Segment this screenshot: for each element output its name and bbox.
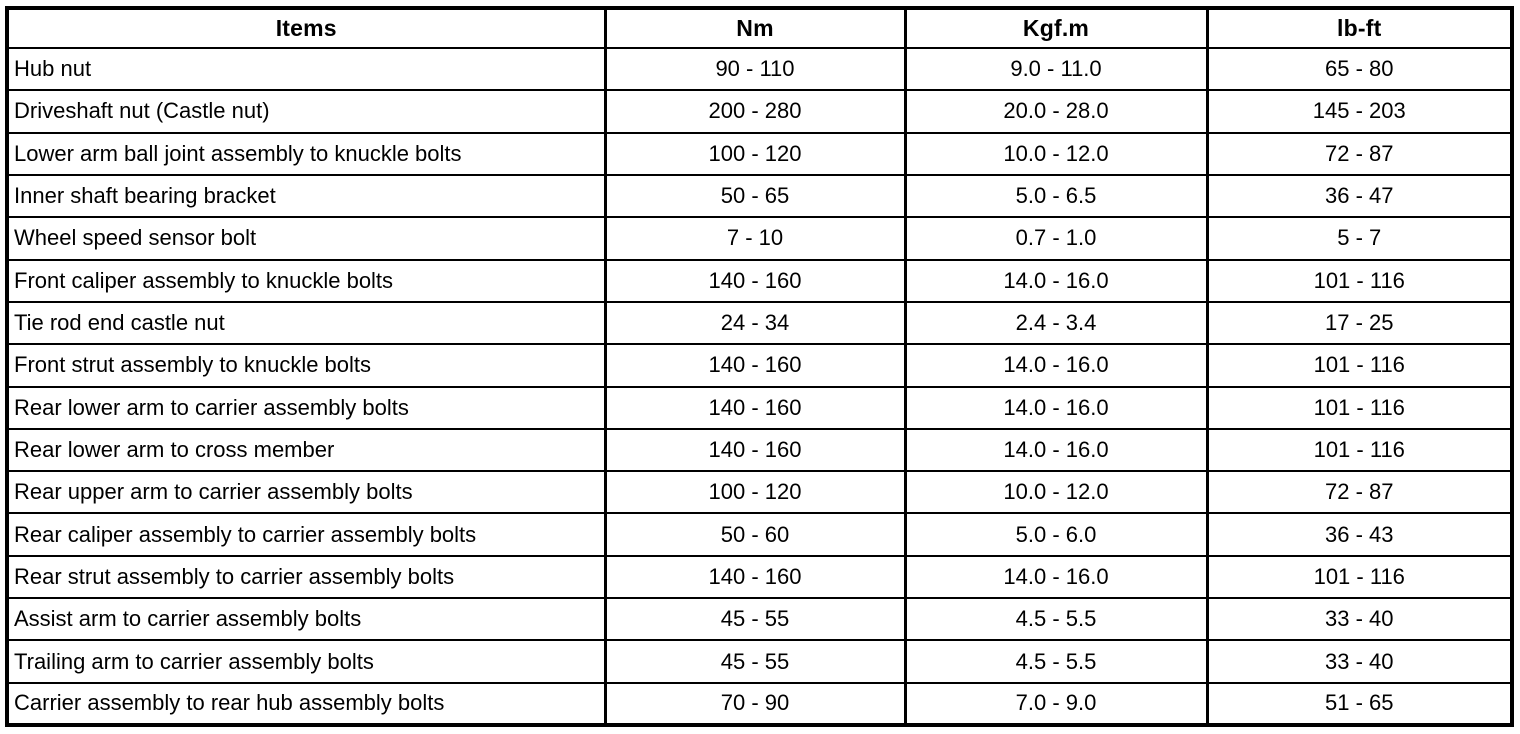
kgfm-cell: 9.0 - 11.0: [903, 46, 1209, 92]
item-cell: Rear strut assembly to carrier assembly …: [5, 554, 607, 600]
item-cell: Front strut assembly to knuckle bolts: [5, 343, 607, 388]
table-row: Driveshaft nut (Castle nut) 200 - 280 20…: [5, 89, 1514, 134]
header-row: Items Nm Kgf.m lb-ft: [5, 7, 1514, 49]
item-cell: Front caliper assembly to knuckle bolts: [5, 258, 607, 303]
kgfm-cell: 14.0 - 16.0: [903, 385, 1209, 430]
table-row: Hub nut 90 - 110 9.0 - 11.0 65 - 80: [5, 46, 1514, 92]
torque-spec-table: Items Nm Kgf.m lb-ft Hub nut 90 - 110 9.…: [5, 6, 1514, 727]
kgfm-cell: 14.0 - 16.0: [903, 258, 1209, 303]
table-row: Trailing arm to carrier assembly bolts 4…: [5, 639, 1514, 684]
kgfm-cell: 2.4 - 3.4: [903, 300, 1209, 346]
nm-cell: 140 - 160: [603, 343, 907, 388]
nm-cell: 90 - 110: [603, 46, 907, 92]
lbft-cell: 36 - 43: [1205, 512, 1514, 557]
item-cell: Rear lower arm to cross member: [5, 427, 607, 473]
lbft-cell: 51 - 65: [1205, 681, 1514, 727]
table-row: Rear upper arm to carrier assembly bolts…: [5, 470, 1514, 515]
table-row: Front caliper assembly to knuckle bolts …: [5, 258, 1514, 303]
nm-cell: 140 - 160: [603, 385, 907, 430]
lbft-cell: 5 - 7: [1205, 216, 1514, 261]
column-header-kgfm: Kgf.m: [903, 7, 1209, 49]
nm-cell: 100 - 120: [603, 131, 907, 176]
lbft-cell: 33 - 40: [1205, 597, 1514, 642]
nm-cell: 24 - 34: [603, 300, 907, 346]
item-cell: Inner shaft bearing bracket: [5, 173, 607, 219]
lbft-cell: 145 - 203: [1205, 89, 1514, 134]
item-cell: Rear caliper assembly to carrier assembl…: [5, 512, 607, 557]
table-row: Rear strut assembly to carrier assembly …: [5, 554, 1514, 600]
nm-cell: 140 - 160: [603, 554, 907, 600]
nm-cell: 140 - 160: [603, 427, 907, 473]
kgfm-cell: 5.0 - 6.5: [903, 173, 1209, 219]
kgfm-cell: 14.0 - 16.0: [903, 554, 1209, 600]
kgfm-cell: 10.0 - 12.0: [903, 470, 1209, 515]
nm-cell: 45 - 55: [603, 597, 907, 642]
item-cell: Driveshaft nut (Castle nut): [5, 89, 607, 134]
table-row: Tie rod end castle nut 24 - 34 2.4 - 3.4…: [5, 300, 1514, 346]
nm-cell: 50 - 60: [603, 512, 907, 557]
table-row: Carrier assembly to rear hub assembly bo…: [5, 681, 1514, 727]
table-row: Front strut assembly to knuckle bolts 14…: [5, 343, 1514, 388]
kgfm-cell: 10.0 - 12.0: [903, 131, 1209, 176]
kgfm-cell: 14.0 - 16.0: [903, 343, 1209, 388]
lbft-cell: 65 - 80: [1205, 46, 1514, 92]
nm-cell: 7 - 10: [603, 216, 907, 261]
kgfm-cell: 4.5 - 5.5: [903, 639, 1209, 684]
item-cell: Trailing arm to carrier assembly bolts: [5, 639, 607, 684]
column-header-nm: Nm: [603, 7, 907, 49]
kgfm-cell: 7.0 - 9.0: [903, 681, 1209, 727]
item-cell: Hub nut: [5, 46, 607, 92]
kgfm-cell: 14.0 - 16.0: [903, 427, 1209, 473]
lbft-cell: 101 - 116: [1205, 343, 1514, 388]
column-header-lbft: lb-ft: [1205, 7, 1514, 49]
kgfm-cell: 20.0 - 28.0: [903, 89, 1209, 134]
item-cell: Tie rod end castle nut: [5, 300, 607, 346]
item-cell: Rear lower arm to carrier assembly bolts: [5, 385, 607, 430]
table-row: Rear lower arm to carrier assembly bolts…: [5, 385, 1514, 430]
kgfm-cell: 0.7 - 1.0: [903, 216, 1209, 261]
nm-cell: 200 - 280: [603, 89, 907, 134]
item-cell: Assist arm to carrier assembly bolts: [5, 597, 607, 642]
table-row: Inner shaft bearing bracket 50 - 65 5.0 …: [5, 173, 1514, 219]
nm-cell: 140 - 160: [603, 258, 907, 303]
item-cell: Rear upper arm to carrier assembly bolts: [5, 470, 607, 515]
item-cell: Carrier assembly to rear hub assembly bo…: [5, 681, 607, 727]
item-cell: Lower arm ball joint assembly to knuckle…: [5, 131, 607, 176]
lbft-cell: 101 - 116: [1205, 258, 1514, 303]
table-row: Wheel speed sensor bolt 7 - 10 0.7 - 1.0…: [5, 216, 1514, 261]
lbft-cell: 33 - 40: [1205, 639, 1514, 684]
table-row: Rear lower arm to cross member 140 - 160…: [5, 427, 1514, 473]
nm-cell: 50 - 65: [603, 173, 907, 219]
nm-cell: 45 - 55: [603, 639, 907, 684]
table-row: Lower arm ball joint assembly to knuckle…: [5, 131, 1514, 176]
table-row: Assist arm to carrier assembly bolts 45 …: [5, 597, 1514, 642]
nm-cell: 100 - 120: [603, 470, 907, 515]
kgfm-cell: 4.5 - 5.5: [903, 597, 1209, 642]
kgfm-cell: 5.0 - 6.0: [903, 512, 1209, 557]
lbft-cell: 101 - 116: [1205, 427, 1514, 473]
nm-cell: 70 - 90: [603, 681, 907, 727]
column-header-items: Items: [5, 7, 607, 49]
lbft-cell: 72 - 87: [1205, 131, 1514, 176]
lbft-cell: 101 - 116: [1205, 554, 1514, 600]
lbft-cell: 72 - 87: [1205, 470, 1514, 515]
table-row: Rear caliper assembly to carrier assembl…: [5, 512, 1514, 557]
lbft-cell: 17 - 25: [1205, 300, 1514, 346]
table-body: Hub nut 90 - 110 9.0 - 11.0 65 - 80 Driv…: [5, 46, 1514, 727]
table-header: Items Nm Kgf.m lb-ft: [5, 7, 1514, 49]
lbft-cell: 36 - 47: [1205, 173, 1514, 219]
item-cell: Wheel speed sensor bolt: [5, 216, 607, 261]
lbft-cell: 101 - 116: [1205, 385, 1514, 430]
